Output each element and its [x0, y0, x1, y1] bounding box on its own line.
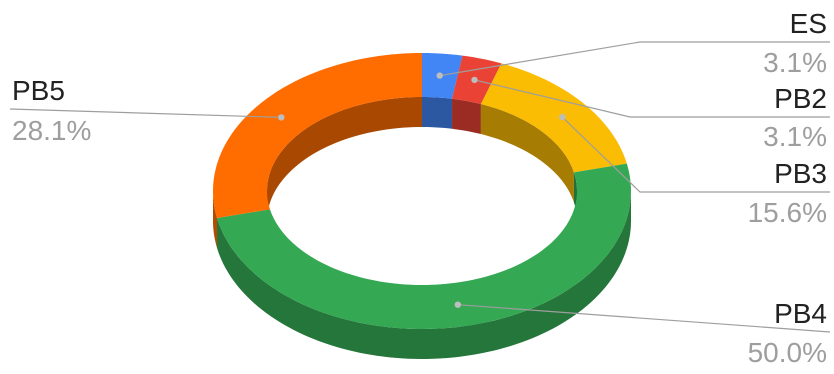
slice-inner-wall-es	[422, 97, 453, 129]
slice-pb4	[217, 163, 631, 329]
slice-outer-wall-pb4	[217, 191, 631, 359]
slice-inner-wall-pb2	[452, 98, 481, 135]
slice-pb5	[213, 53, 422, 218]
slice-label-pb2: PB2	[774, 83, 827, 114]
leader-dot-es	[436, 72, 443, 79]
slice-inner-wall-pb3	[480, 104, 574, 203]
slice-label-es: ES	[790, 8, 827, 39]
leader-dot-pb2	[471, 76, 478, 84]
leader-line-pb4	[457, 304, 831, 333]
leader-line-pb2	[474, 79, 830, 118]
leader-line-es	[439, 41, 830, 77]
slice-label-pb3: PB3	[774, 158, 827, 189]
slice-label-pb4: PB4	[774, 298, 827, 329]
slice-label-pb5: PB5	[12, 75, 65, 106]
slice-value-pb2: 3.1%	[763, 121, 827, 152]
donut-slices	[213, 53, 631, 329]
slice-inner-wall-pb5	[267, 97, 422, 221]
leader-dot-pb3	[559, 113, 566, 121]
leader-lines	[9, 41, 831, 333]
slice-value-es: 3.1%	[763, 47, 827, 78]
slice-value-pb3: 15.6%	[748, 197, 827, 228]
leader-dot-pb5	[278, 114, 285, 121]
leader-line-pb5	[9, 108, 282, 118]
slice-value-pb5: 28.1%	[12, 115, 91, 146]
slice-value-pb4: 50.0%	[748, 337, 827, 368]
leader-line-pb3	[561, 116, 830, 193]
slice-outer-wall-pb5	[213, 191, 218, 248]
leader-dot-pb4	[454, 301, 461, 308]
donut-sides	[213, 97, 631, 359]
